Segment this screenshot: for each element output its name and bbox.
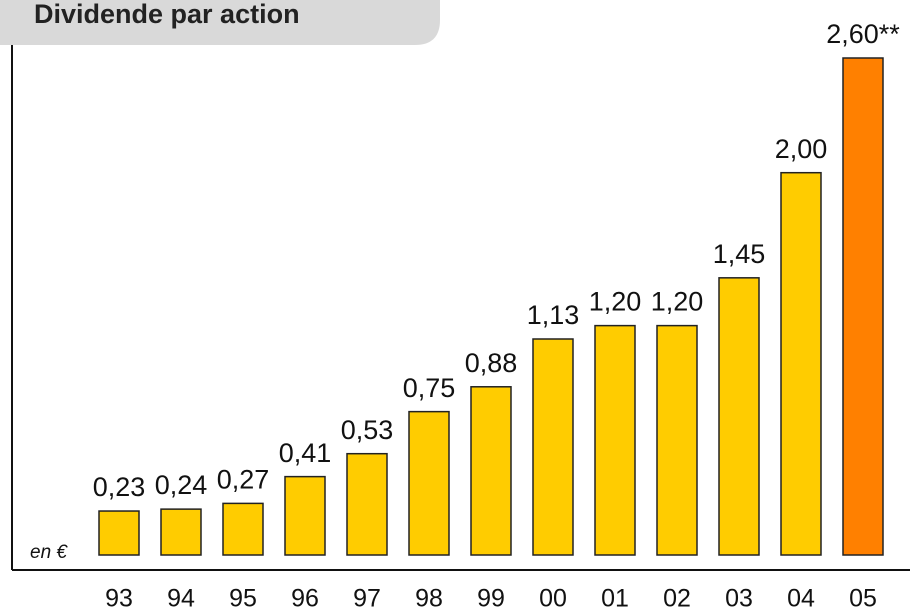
title-tab: [0, 0, 440, 45]
x-tick-label: 00: [539, 585, 567, 613]
x-tick-label: 98: [415, 585, 443, 613]
value-label: 2,00: [775, 134, 828, 164]
bar: [284, 475, 326, 556]
bar: [842, 57, 884, 556]
bar: [470, 386, 512, 556]
value-label: 1,20: [651, 287, 704, 317]
x-tick-label: 93: [105, 585, 133, 613]
bar: [594, 324, 636, 556]
x-tick-label: 04: [787, 585, 815, 613]
value-label: 0,75: [403, 373, 456, 403]
value-label: 0,53: [341, 415, 394, 445]
x-tick-label: 94: [167, 585, 195, 613]
x-tick-label: 99: [477, 585, 505, 613]
value-label: 0,41: [279, 438, 332, 468]
chart-title: Dividende par action: [34, 0, 300, 29]
value-label: 1,45: [713, 239, 766, 269]
bar: [532, 338, 574, 556]
value-label: 0,23: [93, 472, 146, 502]
value-label: 1,13: [527, 300, 580, 330]
bar: [656, 324, 698, 556]
bar: [222, 502, 264, 556]
x-tick-label: 95: [229, 585, 257, 613]
value-label: 0,27: [217, 465, 270, 495]
x-tick-label: 02: [663, 585, 691, 613]
bar: [780, 171, 822, 556]
value-label: 0,24: [155, 470, 208, 500]
x-tick-label: 97: [353, 585, 381, 613]
x-tick-label: 01: [601, 585, 629, 613]
value-label: 0,88: [465, 348, 518, 378]
bar: [718, 277, 760, 556]
x-tick-label: 96: [291, 585, 319, 613]
unit-note: en €: [30, 542, 68, 563]
x-tick-label: 05: [849, 585, 877, 613]
bar: [408, 410, 450, 556]
bar: [98, 510, 140, 556]
bar: [160, 508, 202, 556]
bar: [346, 452, 388, 556]
value-label: 1,20: [589, 287, 642, 317]
x-tick-label: 03: [725, 585, 753, 613]
value-label: 2,60**: [826, 19, 900, 49]
